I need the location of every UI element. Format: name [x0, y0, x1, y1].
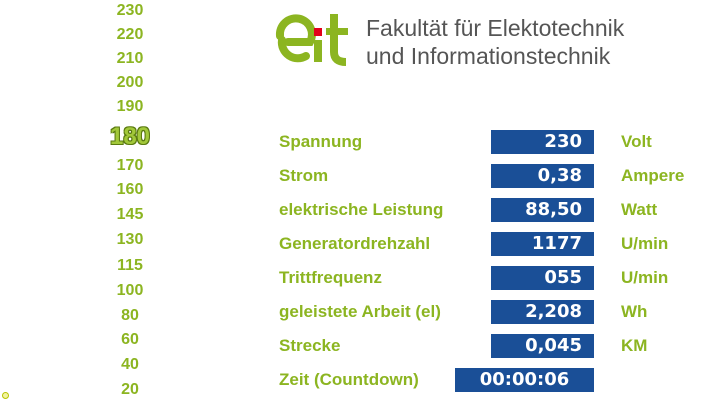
scale-current-value: 180 [109, 123, 151, 150]
scale-value: 220 [116, 26, 144, 43]
value-arbeit: 2,208 [491, 300, 594, 324]
unit-strom: Ampere [621, 166, 685, 185]
unit-arbeit: Wh [621, 302, 648, 321]
scale-value: 20 [121, 381, 139, 398]
label-generatordrehzahl: Generatordrehzahl [279, 234, 431, 253]
label-countdown: Zeit (Countdown) [279, 370, 419, 389]
row-trittfrequenz: Trittfrequenz 055 U/min [0, 266, 711, 290]
scale-value: 145 [116, 206, 144, 223]
faculty-header: Fakultät für Elektotechnik und Informati… [270, 4, 700, 74]
scale-value: 115 [117, 257, 143, 274]
row-spannung: Spannung 230 Volt [0, 130, 711, 154]
value-spannung: 230 [491, 130, 594, 154]
scale-value: 230 [116, 2, 144, 19]
label-trittfrequenz: Trittfrequenz [279, 268, 382, 287]
status-dot [2, 392, 9, 399]
label-arbeit: geleistete Arbeit (el) [279, 302, 441, 321]
scale-value: 60 [121, 331, 139, 348]
row-strecke: Strecke 0,045 KM [0, 334, 711, 358]
scale-value: 210 [116, 50, 144, 67]
row-arbeit: geleistete Arbeit (el) 2,208 Wh [0, 300, 711, 324]
scale-value: 190 [116, 98, 144, 115]
row-leistung: elektrische Leistung 88,50 Watt [0, 198, 711, 222]
value-leistung: 88,50 [491, 198, 594, 222]
countdown-timer: 00:00:06 [455, 368, 594, 392]
scale-value: 200 [116, 74, 144, 91]
unit-strecke: KM [621, 336, 648, 355]
eit-logo [275, 14, 348, 66]
scale-value: 170 [116, 157, 144, 174]
scale-value: 100 [116, 282, 144, 299]
scale-value: 40 [121, 356, 139, 373]
row-strom: Strom 0,38 Ampere [0, 164, 711, 188]
speed-scale: 230 220 210 200 190 180 170 160 145 130 … [0, 0, 260, 400]
unit-generatordrehzahl: U/min [621, 234, 669, 253]
unit-leistung: Watt [621, 200, 658, 219]
label-strom: Strom [279, 166, 329, 185]
label-spannung: Spannung [279, 132, 363, 151]
value-generatordrehzahl: 1177 [491, 232, 594, 256]
unit-trittfrequenz: U/min [621, 268, 669, 287]
label-strecke: Strecke [279, 336, 341, 355]
unit-spannung: Volt [621, 132, 652, 151]
label-leistung: elektrische Leistung [279, 200, 444, 219]
scale-value: 160 [116, 181, 144, 198]
scale-value: 80 [121, 307, 139, 324]
row-countdown: Zeit (Countdown) 00:00:06 [0, 368, 711, 392]
faculty-name-line2: und Informationstechnik [366, 43, 611, 69]
row-generatordrehzahl: Generatordrehzahl 1177 U/min [0, 232, 711, 256]
value-strecke: 0,045 [491, 334, 594, 358]
value-strom: 0,38 [491, 164, 594, 188]
value-trittfrequenz: 055 [491, 266, 594, 290]
faculty-name-line1: Fakultät für Elektotechnik [366, 15, 625, 41]
scale-value: 130 [116, 231, 144, 248]
faculty-name: Fakultät für Elektotechnik und Informati… [366, 14, 706, 70]
